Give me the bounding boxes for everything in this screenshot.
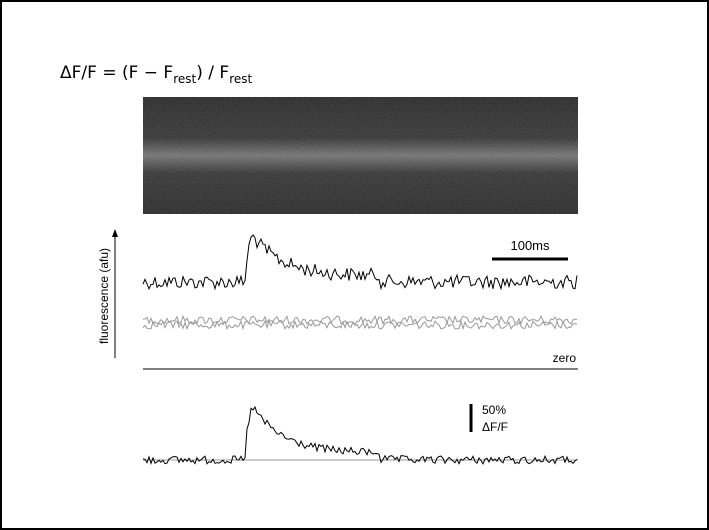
formula: ΔF/F = (F − Frest) / Frest [60, 63, 252, 86]
traces [142, 234, 578, 465]
time-scale-label: 100ms [510, 238, 550, 253]
trace [142, 234, 578, 291]
arrowhead [112, 229, 118, 237]
formula-subscript: rest [229, 72, 252, 86]
trace [142, 319, 578, 331]
formula-part: ) / F [196, 63, 229, 83]
formula-subscript: rest [173, 72, 196, 86]
amplitude-scale-value: 50% [482, 403, 506, 417]
zero-label: zero [553, 351, 577, 365]
y-axis-label: fluorescence (afu) [97, 248, 111, 344]
formula-part: ΔF/F = (F − F [60, 63, 173, 83]
amplitude-scale-unit: ΔF/F [482, 420, 508, 434]
trace [142, 314, 578, 326]
trace [142, 405, 578, 465]
linescan-noise [143, 97, 578, 214]
